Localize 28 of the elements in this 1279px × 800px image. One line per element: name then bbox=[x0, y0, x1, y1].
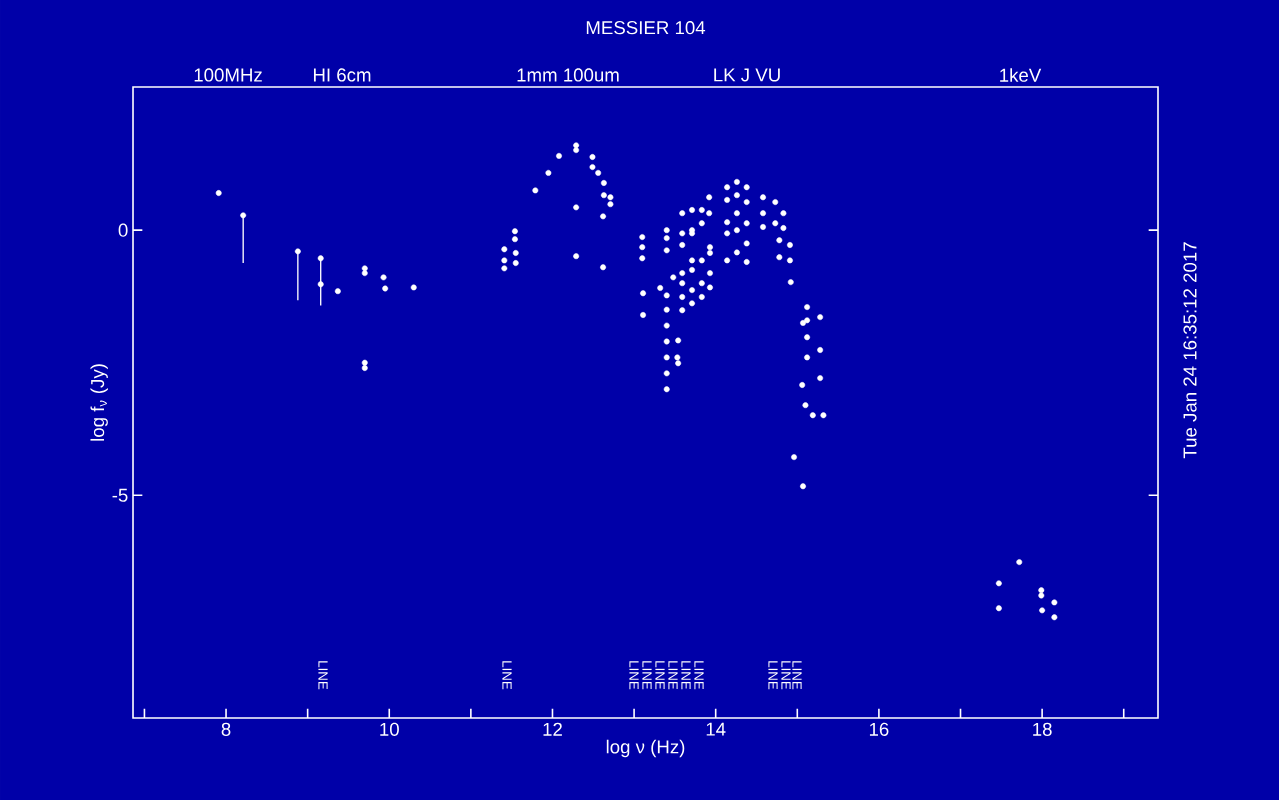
x-tick-label: 14 bbox=[706, 722, 726, 736]
y-tick-label: 0 bbox=[118, 223, 128, 237]
x-tick-label: 18 bbox=[1033, 722, 1052, 736]
text: HI 6cm bbox=[313, 68, 371, 82]
y-axis-title: log f$_{ν}$ (Jy) bbox=[90, 364, 108, 441]
annotation: LINE bbox=[318, 661, 328, 690]
text: 1keV bbox=[1000, 68, 1042, 82]
annotation: LINE bbox=[681, 661, 691, 690]
text: 100MHz bbox=[194, 68, 262, 82]
annotation: LINE bbox=[781, 661, 791, 690]
x-tick-label: 16 bbox=[869, 722, 889, 736]
annotation: LINE bbox=[655, 661, 665, 690]
x-tick-label: 8 bbox=[221, 722, 231, 736]
text: LK J VU bbox=[714, 68, 780, 82]
text: 1mm 100um bbox=[517, 68, 619, 82]
annotation: LINE bbox=[502, 661, 512, 690]
annotation: LINE bbox=[694, 661, 704, 690]
annotation: LINE bbox=[668, 661, 678, 690]
chart-title: MESSIER 104 bbox=[586, 21, 706, 35]
x-tick-label: 12 bbox=[543, 722, 562, 736]
x-tick-label: 10 bbox=[380, 722, 399, 736]
y-tick-label: -5 bbox=[112, 488, 128, 502]
annotation: LINE bbox=[642, 661, 652, 690]
annotation: LINE bbox=[768, 661, 778, 690]
text: Tue Jan 24 16:35:12 2017 bbox=[1183, 242, 1197, 459]
annotation: LINE bbox=[792, 661, 802, 690]
x-axis-title: log ν (Hz) bbox=[606, 739, 685, 758]
annotation: LINE bbox=[629, 661, 639, 690]
